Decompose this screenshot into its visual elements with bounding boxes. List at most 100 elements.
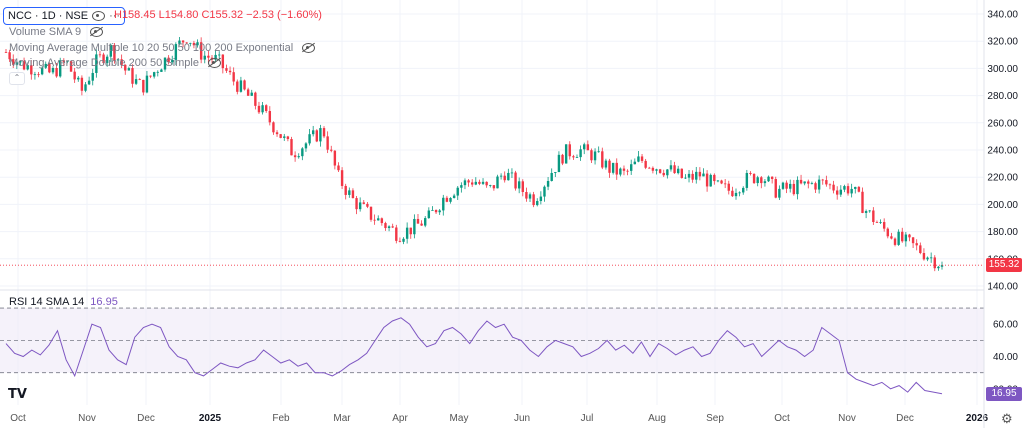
candle-body [402, 238, 405, 242]
x-tick-label: Oct [774, 413, 790, 424]
candle-body [879, 222, 882, 223]
candle-body [250, 92, 253, 96]
candle-body [232, 72, 235, 82]
candle-body [890, 236, 893, 239]
ma-multiple-label[interactable]: Moving Average Multiple 10 20 50 50 100 … [9, 42, 294, 54]
symbol-box[interactable]: NCC · 1D · NSE ··· [3, 7, 126, 25]
candle-body [792, 183, 796, 195]
candle-body [265, 105, 268, 112]
x-tick-label: Dec [137, 413, 155, 424]
x-tick-label: Jun [514, 413, 530, 424]
ma-multiple-legend[interactable]: Moving Average Multiple 10 20 50 50 100 … [9, 42, 316, 54]
eye-off-icon[interactable] [90, 27, 104, 38]
candle-body [666, 169, 669, 176]
candle-body [807, 181, 810, 184]
candle-body [333, 150, 337, 166]
candle-body [492, 185, 496, 189]
candle-body [564, 144, 568, 164]
rsi-layer[interactable] [5, 317, 943, 395]
candle-body [221, 54, 225, 69]
eye-icon[interactable] [92, 11, 106, 21]
more-icon[interactable]: ··· [109, 10, 121, 22]
ohlc-change: −2.53 (−1.60%) [246, 9, 322, 21]
candle-body [680, 168, 683, 178]
candle-body [507, 172, 510, 181]
candle-body [286, 136, 290, 140]
candle-body [626, 170, 629, 172]
candle-body [781, 182, 785, 189]
candle-body [308, 134, 311, 144]
candle-body [279, 134, 282, 138]
candle-body [604, 160, 608, 168]
candle-body [218, 54, 221, 56]
candles-layer[interactable] [0, 37, 984, 272]
candle-body [503, 175, 506, 181]
eye-off-icon[interactable] [208, 58, 222, 69]
candle-body [199, 42, 203, 60]
candle-body [897, 231, 900, 245]
ohlc-high: H158.45 [114, 9, 156, 21]
candle-body [590, 150, 593, 161]
candle-body [272, 122, 275, 133]
candle-body [131, 68, 134, 84]
candle-body [156, 71, 159, 73]
ma-double-label[interactable]: Moving Average Double 200 50 Simple [9, 57, 199, 69]
candle-body [413, 218, 416, 235]
candle-body [778, 188, 781, 198]
candle-body [203, 55, 206, 60]
candle-body [630, 164, 633, 171]
candle-body [48, 63, 51, 73]
symbol-label[interactable]: NCC · 1D · NSE [8, 10, 89, 22]
candle-body [192, 42, 196, 46]
candle-body [442, 197, 445, 211]
candle-body [933, 257, 936, 269]
candle-body [825, 180, 828, 185]
candle-body [62, 60, 66, 62]
candle-body [742, 187, 745, 193]
eye-off-icon[interactable] [302, 43, 316, 54]
candle-body [420, 223, 423, 226]
rsi-legend[interactable]: RSI 14 SMA 14 16.95 [9, 296, 118, 308]
candle-body [431, 209, 434, 211]
x-tick-label: Nov [78, 413, 96, 424]
candle-body [124, 64, 127, 71]
candle-body [901, 231, 904, 242]
collapse-legend-icon[interactable]: ⌃ [9, 72, 25, 85]
candle-body [12, 59, 15, 65]
candle-body [449, 197, 452, 202]
y-tick-label: 140.00 [987, 282, 1018, 293]
candle-body [893, 238, 897, 245]
volume-label[interactable]: Volume SMA 9 [9, 26, 82, 38]
gear-icon[interactable]: ⚙ [1001, 411, 1013, 426]
candle-body [673, 165, 676, 174]
candle-body [810, 183, 814, 184]
candle-body [358, 202, 362, 210]
candle-body [687, 173, 691, 178]
candle-body [185, 42, 188, 44]
candle-body [499, 175, 503, 177]
y-tick-label: 300.00 [987, 64, 1018, 75]
candle-body [756, 177, 759, 184]
rsi-label[interactable]: RSI 14 SMA 14 [9, 296, 85, 308]
x-tick-label: May [450, 413, 469, 424]
candle-body [611, 162, 615, 173]
volume-legend[interactable]: Volume SMA 9 [9, 26, 104, 38]
candle-body [669, 165, 673, 170]
candle-body [922, 253, 926, 260]
candle-body [546, 180, 550, 187]
ma-double-legend[interactable]: Moving Average Double 200 50 Simple [9, 57, 222, 69]
candle-body [633, 161, 637, 165]
candle-body [452, 195, 456, 198]
candle-body [19, 61, 22, 63]
candle-body [337, 165, 340, 171]
y-tick-label: 200.00 [987, 200, 1018, 211]
y-tick-label: 340.00 [987, 10, 1018, 21]
candle-body [196, 42, 199, 46]
candle-body [95, 54, 98, 73]
candle-body [69, 61, 73, 72]
tradingview-logo[interactable]: TV [8, 387, 27, 402]
candle-body [470, 182, 474, 185]
candle-body [15, 62, 19, 65]
candle-body [145, 75, 149, 93]
